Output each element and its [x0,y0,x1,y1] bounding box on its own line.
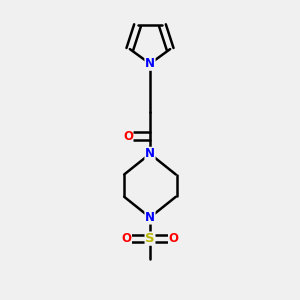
Text: O: O [123,130,133,143]
Text: N: N [145,211,155,224]
Text: N: N [145,57,155,70]
Text: N: N [145,147,155,160]
Text: O: O [169,232,178,245]
Text: S: S [145,232,155,245]
Text: O: O [122,232,131,245]
